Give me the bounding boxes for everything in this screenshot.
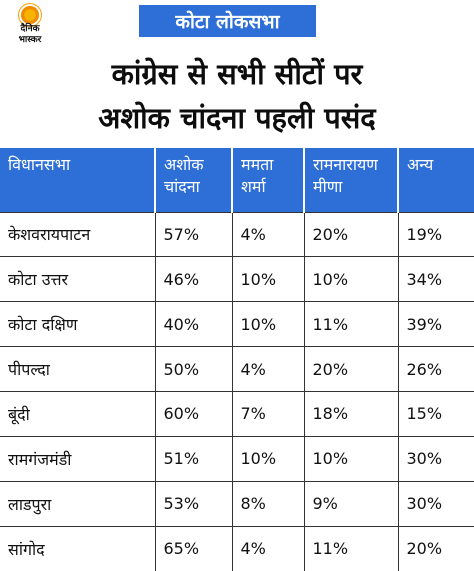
percent-cell: 51% bbox=[155, 435, 233, 482]
percent-cell: 10% bbox=[232, 301, 305, 347]
table-row: बूंदी 60% 7% 18% 15% bbox=[0, 391, 474, 437]
table-row: कोटा दक्षिण 40% 10% 11% 39% bbox=[0, 301, 474, 347]
headline-line-2: अशोक चांदना पहली पसंद bbox=[98, 101, 376, 135]
percent-cell: 11% bbox=[304, 301, 399, 347]
percent-cell: 30% bbox=[398, 435, 474, 482]
percent-cell: 19% bbox=[398, 211, 474, 257]
percent-cell: 40% bbox=[155, 301, 233, 347]
percent-cell: 10% bbox=[304, 256, 399, 302]
constituency-cell: सांगोद bbox=[0, 525, 156, 571]
percent-cell: 57% bbox=[155, 211, 233, 257]
column-header: ममता शर्मा bbox=[232, 148, 305, 212]
column-header-line: मीणा bbox=[313, 177, 343, 196]
constituency-cell: कोटा दक्षिण bbox=[0, 301, 156, 347]
percent-cell: 4% bbox=[232, 346, 305, 392]
constituency-cell: केशवरायपाटन bbox=[0, 211, 156, 257]
table-row: केशवरायपाटन 57% 4% 20% 19% bbox=[0, 211, 474, 257]
results-table: विधानसभा अशोक चांदना ममता शर्मा रामनारायण मीणा… bbox=[0, 148, 474, 571]
percent-cell: 65% bbox=[155, 525, 233, 571]
percent-cell: 20% bbox=[304, 346, 399, 392]
percent-cell: 26% bbox=[398, 346, 474, 392]
percent-cell: 50% bbox=[155, 346, 233, 392]
percent-cell: 53% bbox=[155, 480, 233, 527]
percent-cell: 10% bbox=[232, 256, 305, 302]
column-header-line: अशोक bbox=[164, 155, 204, 174]
column-header-line: अन्य bbox=[407, 155, 434, 174]
percent-cell: 9% bbox=[304, 480, 399, 527]
column-header-line: विधानसभा bbox=[8, 155, 71, 174]
percent-cell: 11% bbox=[304, 525, 399, 571]
percent-cell: 18% bbox=[304, 391, 399, 437]
percent-cell: 4% bbox=[232, 211, 305, 257]
percent-cell: 46% bbox=[155, 256, 233, 302]
constituency-cell: पीपल्दा bbox=[0, 346, 156, 392]
percent-cell: 39% bbox=[398, 301, 474, 347]
sun-icon bbox=[21, 6, 39, 24]
percent-cell: 10% bbox=[232, 435, 305, 482]
headline-line-1: कांग्रेस से सभी सीटों पर bbox=[111, 57, 363, 91]
table-row: कोटा उत्तर 46% 10% 10% 34% bbox=[0, 256, 474, 302]
section-tag: कोटा लोकसभा bbox=[139, 5, 316, 37]
table-body: केशवरायपाटन 57% 4% 20% 19% कोटा उत्तर 46% 10% 10… bbox=[0, 211, 474, 571]
percent-cell: 20% bbox=[304, 211, 399, 257]
logo-line-1: दैनिक bbox=[20, 24, 40, 34]
percent-cell: 8% bbox=[232, 480, 305, 527]
constituency-cell: रामगंजमंडी bbox=[0, 435, 156, 482]
column-header-line: रामनारायण bbox=[313, 155, 378, 174]
percent-cell: 60% bbox=[155, 391, 233, 437]
header-row: विधानसभा अशोक चांदना ममता शर्मा रामनारायण मीणा… bbox=[0, 148, 474, 212]
column-header: अशोक चांदना bbox=[155, 148, 233, 212]
percent-cell: 30% bbox=[398, 480, 474, 527]
percent-cell: 15% bbox=[398, 391, 474, 437]
headline: कांग्रेस से सभी सीटों पर अशोक चांदना पहल… bbox=[0, 52, 474, 140]
table-row: रामगंजमंडी 51% 10% 10% 30% bbox=[0, 435, 474, 482]
constituency-cell: लाडपुरा bbox=[0, 480, 156, 527]
percent-cell: 7% bbox=[232, 391, 305, 437]
percent-cell: 4% bbox=[232, 525, 305, 571]
table-row: पीपल्दा 50% 4% 20% 26% bbox=[0, 346, 474, 392]
column-header: अन्य bbox=[398, 148, 474, 212]
column-header-line: ममता bbox=[241, 155, 274, 174]
column-header-line: शर्मा bbox=[241, 177, 266, 196]
constituency-cell: बूंदी bbox=[0, 391, 156, 437]
constituency-cell: कोटा उत्तर bbox=[0, 256, 156, 302]
percent-cell: 20% bbox=[398, 525, 474, 571]
column-header: विधानसभा bbox=[0, 148, 156, 212]
table-row: सांगोद 65% 4% 11% 20% bbox=[0, 525, 474, 571]
dainik-bhaskar-logo: दैनिक भास्कर bbox=[8, 6, 52, 56]
column-header-line: चांदना bbox=[164, 177, 200, 196]
percent-cell: 10% bbox=[304, 435, 399, 482]
table-header: विधानसभा अशोक चांदना ममता शर्मा रामनारायण मीणा… bbox=[0, 148, 474, 212]
column-header: रामनारायण मीणा bbox=[304, 148, 399, 212]
table-row: लाडपुरा 53% 8% 9% 30% bbox=[0, 480, 474, 527]
logo-line-2: भास्कर bbox=[18, 35, 42, 45]
percent-cell: 34% bbox=[398, 256, 474, 302]
